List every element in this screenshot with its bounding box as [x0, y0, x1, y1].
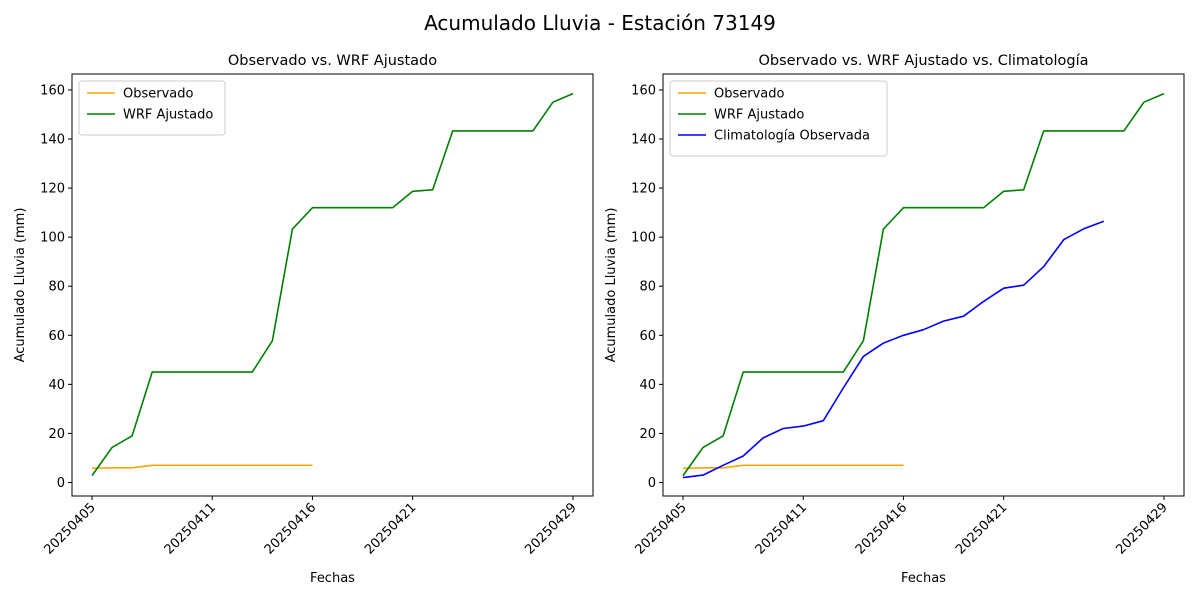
chart-right-legend-label: WRF Ajustado [714, 108, 804, 123]
chart-left-ytick-label: 140 [40, 133, 65, 148]
chart-right-legend [669, 80, 888, 157]
chart-right-ytick-label: 80 [639, 280, 656, 295]
chart-right-ylabel: Acumulado Lluvia (mm) [604, 208, 619, 363]
chart-left-ytick-label: 120 [40, 182, 65, 197]
chart-left-title: Observado vs. WRF Ajustado [228, 53, 437, 69]
chart-left-ytick-label: 80 [48, 280, 65, 295]
chart-right-legend-label: Observado [714, 87, 785, 102]
chart-left-xtick-label: 20250416 [262, 500, 319, 557]
chart-left-ytick-label: 40 [48, 378, 65, 393]
chart-right-ytick-label: 100 [631, 231, 656, 246]
chart-right: Observado vs. WRF Ajustado vs. Climatolo… [604, 53, 1185, 586]
chart-left-legend-label: WRF Ajustado [123, 108, 213, 123]
chart-right-xlabel: Fechas [901, 571, 946, 586]
chart-right-series-2-line [682, 220, 1105, 479]
chart-left-ytick-label: 160 [40, 83, 65, 98]
chart-left: Observado vs. WRF Ajustado Fechas Acumul… [13, 53, 594, 586]
chart-right-legend-label: Climatología Observada [714, 129, 870, 144]
chart-right-series-0-line [682, 464, 904, 470]
chart-left-xtick-label: 20250421 [362, 500, 419, 557]
chart-left-series-1-line [91, 92, 574, 477]
chart-left-ytick-label: 60 [48, 329, 65, 344]
chart-right-xtick-label: 20250411 [753, 500, 810, 557]
chart-left-ytick-label: 100 [40, 231, 65, 246]
chart-left-ytick-label: 20 [48, 427, 65, 442]
chart-right-ytick-label: 40 [639, 378, 656, 393]
chart-left-legend [78, 80, 226, 136]
chart-right-ytick-label: 160 [631, 83, 656, 98]
chart-right-ytick-label: 120 [631, 182, 656, 197]
chart-left-legend-label: Observado [123, 87, 194, 102]
chart-right-ytick-label: 140 [631, 133, 656, 148]
chart-left-xtick-label: 20250405 [41, 500, 98, 557]
chart-right-title: Observado vs. WRF Ajustado vs. Climatolo… [759, 53, 1089, 69]
chart-right-xtick-label: 20250429 [1113, 500, 1170, 557]
chart-right-frame [662, 73, 1185, 497]
chart-left-series-0-line [91, 464, 313, 470]
chart-left-ylabel: Acumulado Lluvia (mm) [13, 208, 28, 363]
chart-left-xtick-label: 20250411 [162, 500, 219, 557]
chart-right-series-1-line [682, 92, 1165, 477]
chart-right-xtick-label: 20250421 [953, 500, 1010, 557]
chart-right-ytick-label: 60 [639, 329, 656, 344]
chart-left-xtick-label: 20250429 [522, 500, 579, 557]
chart-right-xtick-label: 20250405 [632, 500, 689, 557]
chart-right-xtick-label: 20250416 [853, 500, 910, 557]
chart-left-ytick-label: 0 [57, 476, 65, 491]
chart-left-xlabel: Fechas [310, 571, 355, 586]
chart-right-ytick-label: 20 [639, 427, 656, 442]
chart-left-frame [71, 73, 594, 497]
figure-title: Acumulado Lluvia - Estación 73149 [424, 11, 776, 35]
chart-right-ytick-label: 0 [648, 476, 656, 491]
